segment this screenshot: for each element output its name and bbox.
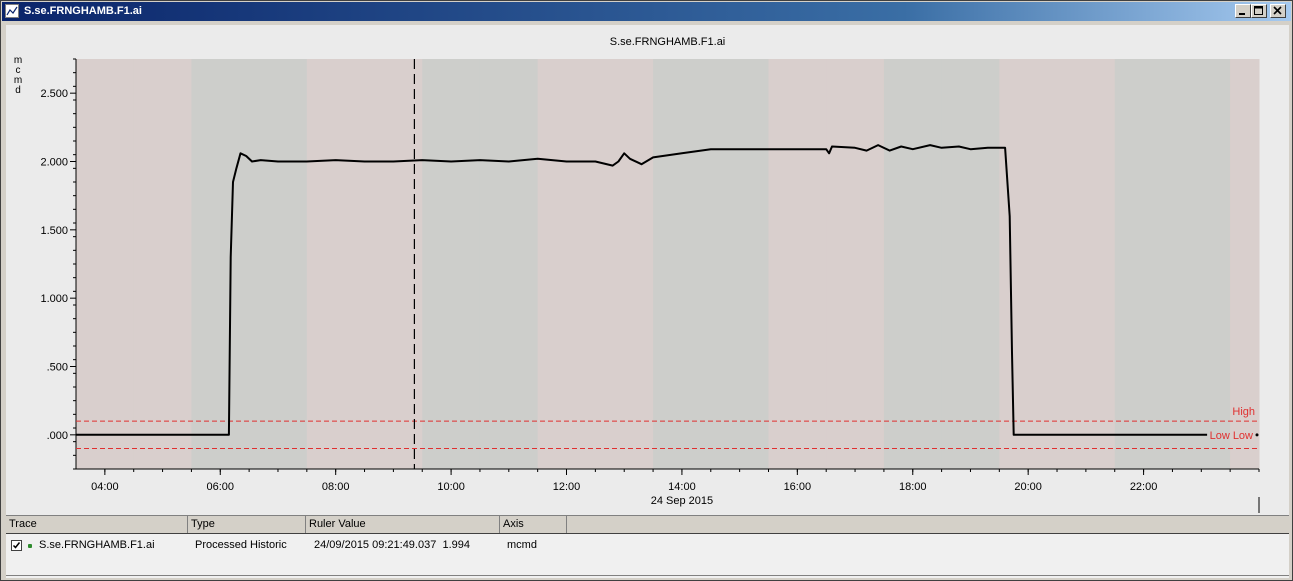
trend-series-line[interactable] [76,144,1208,436]
x-tick-label: 10:00 [437,481,465,493]
y-tick-label: 1.000 [40,293,68,305]
y-axis-label-letter: c [16,65,21,76]
chart-background-band [595,59,654,469]
trend-chart[interactable]: S.se.FRNGHAMB.F1.aimcmd.000.5001.0001.50… [6,25,1289,515]
trace-table: Trace Type Ruler Value Axis S.se.FRNGHAM… [6,515,1289,578]
chart-background-band [768,59,827,469]
column-header-ruler-value[interactable]: Ruler Value [306,516,500,533]
y-axis-label-letter: d [15,85,21,96]
column-header-axis[interactable]: Axis [500,516,567,533]
minimize-icon [1239,13,1245,15]
trace-visible-checkbox[interactable] [11,540,22,551]
chart-title: S.se.FRNGHAMB.F1.ai [610,36,726,48]
y-tick-label: 2.500 [40,88,68,100]
checkmark-icon [12,542,21,549]
chart-background-band [1057,59,1116,469]
chart-background-band [364,59,423,469]
close-icon [1273,6,1282,15]
y-tick-label: .500 [47,362,68,374]
chart-background-band [999,59,1058,469]
column-header-trace[interactable]: Trace [6,516,188,533]
x-tick-label: 18:00 [899,481,927,493]
x-tick-label: 04:00 [91,481,119,493]
x-date-label: 24 Sep 2015 [651,495,713,507]
close-button[interactable] [1270,4,1286,18]
chart-background-band [941,59,1000,469]
limit-label-high: High [1232,406,1255,418]
x-tick-label: 14:00 [668,481,696,493]
trace-name: S.se.FRNGHAMB.F1.ai [39,539,155,551]
trace-type: Processed Historic [195,539,287,551]
chart-background-band [306,59,366,469]
x-tick-label: 08:00 [322,481,350,493]
trace-table-header: Trace Type Ruler Value Axis [6,516,1289,534]
x-tick-label: 12:00 [553,481,581,493]
trace-color-marker-icon [28,544,32,548]
maximize-button[interactable] [1251,4,1267,18]
trend-window-icon [5,4,19,18]
chart-background-band [422,59,481,469]
table-bottom-border [6,575,1289,576]
chart-background-band [479,59,539,469]
limit-label-low-low: Low Low [1210,430,1253,442]
x-tick-label: 16:00 [784,481,812,493]
maximize-icon [1254,6,1263,15]
x-tick-label: 06:00 [207,481,235,493]
chart-background-band [1230,59,1260,469]
chart-background-band [1172,59,1231,469]
chart-background-band [710,59,769,469]
chart-background-band [883,59,943,469]
chart-background-band [191,59,250,469]
trend-end-point [1255,433,1259,437]
table-row[interactable]: S.se.FRNGHAMB.F1.ai Processed Historic 2… [6,537,1289,553]
window-title: S.se.FRNGHAMB.F1.ai [24,5,142,17]
trend-chart-area[interactable]: S.se.FRNGHAMB.F1.ai m c m d .000.500 1.000 1.50… [6,25,1289,515]
chart-background-band [826,59,885,469]
x-tick-label: 22:00 [1130,481,1158,493]
minimize-button[interactable] [1235,4,1251,18]
trace-ruler-value: 24/09/2015 09:21:49.037 1.994 [314,539,470,551]
chart-background-band [1114,59,1173,469]
chart-background-band [537,59,596,469]
y-tick-label: 2.000 [40,157,68,169]
chart-background-band [653,59,712,469]
chart-background-band [249,59,308,469]
y-tick-label: .000 [47,430,68,442]
x-tick-label: 20:00 [1014,481,1042,493]
y-tick-label: 1.500 [40,225,68,237]
y-axis-label-letter: m [14,75,22,86]
chart-background-band [133,59,192,469]
column-header-type[interactable]: Type [188,516,306,533]
trace-axis: mcmd [507,539,537,551]
chart-background-band [76,59,135,469]
y-axis-label-letter: m [14,55,22,66]
title-bar[interactable]: S.se.FRNGHAMB.F1.ai [2,2,1291,21]
